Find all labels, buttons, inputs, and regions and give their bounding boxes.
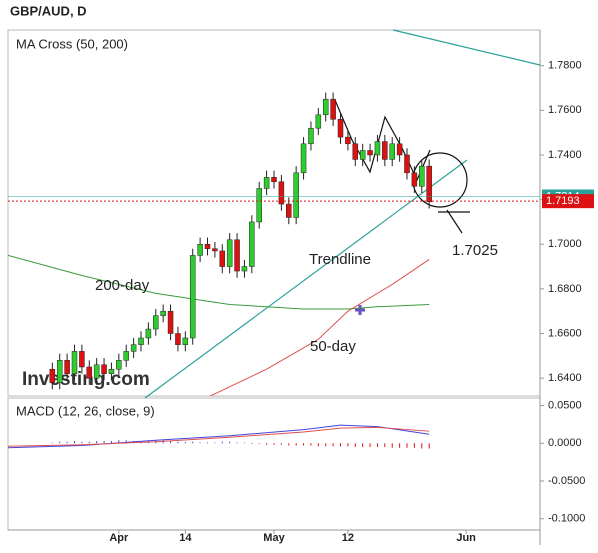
candle-body xyxy=(249,221,255,267)
y-tick-label: 1.6600 xyxy=(548,327,582,339)
series-label: 200-day xyxy=(95,277,150,294)
y-tick-label: -0.0500 xyxy=(548,475,585,487)
candle-body xyxy=(367,150,373,156)
price-label: 1.7193 xyxy=(546,195,580,207)
candle-body xyxy=(315,114,322,129)
candle-body xyxy=(426,165,432,203)
plot xyxy=(8,92,432,396)
y-tick-label: 1.7400 xyxy=(548,149,582,161)
candle-body xyxy=(160,310,166,316)
series-label: 50-day xyxy=(310,338,356,355)
candle-body xyxy=(145,328,152,339)
candle-body xyxy=(396,143,403,156)
candle-body xyxy=(182,337,189,345)
candle-body xyxy=(204,243,211,249)
candle-body xyxy=(212,248,218,252)
candle-body xyxy=(263,177,270,189)
y-tick-label: 1.7000 xyxy=(548,238,582,250)
x-tick-label: 14 xyxy=(179,532,192,544)
candle-body xyxy=(322,98,329,116)
x-tick-label: 12 xyxy=(342,532,354,544)
candle-body xyxy=(226,239,233,267)
candle-body xyxy=(286,203,292,218)
candle-body xyxy=(271,177,277,183)
trendline xyxy=(144,159,468,399)
ma-line xyxy=(8,254,430,310)
candle-body xyxy=(234,239,240,272)
candle-body xyxy=(419,165,425,187)
main-pane xyxy=(7,29,541,397)
candle-body xyxy=(197,243,203,256)
candle-body xyxy=(130,344,137,352)
candle-body xyxy=(108,368,115,374)
candle-body xyxy=(49,368,56,383)
y-tick-label: 0.0500 xyxy=(548,399,582,411)
ma-line xyxy=(209,259,430,396)
trendline xyxy=(392,29,541,66)
candle-body xyxy=(189,255,196,339)
pane-title: MACD (12, 26, close, 9) xyxy=(16,403,155,418)
candle-body xyxy=(138,337,144,345)
y-tick-label: 1.6400 xyxy=(548,372,582,384)
pane-title: MA Cross (50, 200) xyxy=(16,36,128,51)
cross-marker xyxy=(355,305,365,315)
candle-body xyxy=(411,172,418,187)
price-box xyxy=(542,194,594,209)
candle-body xyxy=(56,360,63,383)
candle-body xyxy=(337,119,344,138)
candle-body xyxy=(116,360,122,370)
candle-body xyxy=(256,188,262,223)
candle-body xyxy=(359,150,366,160)
candle-body xyxy=(308,127,314,145)
chart-title: GBP/AUD, D xyxy=(10,3,87,18)
ma-line xyxy=(7,424,430,449)
candle-body xyxy=(389,143,395,160)
candle-body xyxy=(167,310,174,334)
candle-body xyxy=(293,172,299,218)
y-tick-label: 1.7600 xyxy=(548,104,582,116)
candle-body xyxy=(71,351,78,374)
candle-body xyxy=(345,136,351,145)
candle-body xyxy=(93,364,100,379)
candle-body xyxy=(352,143,359,160)
candle-body xyxy=(330,98,336,120)
annotation: Trendline xyxy=(309,251,371,268)
y-tick-label: 1.7800 xyxy=(548,60,582,72)
candle-body xyxy=(404,154,410,174)
candle-body xyxy=(241,266,248,272)
y-tick-label: 0.0000 xyxy=(548,437,582,449)
candle-body xyxy=(123,351,129,361)
candle-body xyxy=(382,141,388,160)
x-tick-label: Apr xyxy=(109,532,129,544)
candle-body xyxy=(175,333,181,345)
x-tick-label: Jun xyxy=(456,532,476,544)
candle-body xyxy=(300,143,307,174)
ma-line xyxy=(7,426,430,447)
logo: Investing.com xyxy=(22,369,150,390)
y-tick-label: 1.6800 xyxy=(548,283,582,295)
candle-body xyxy=(278,181,285,205)
candle-body xyxy=(101,364,107,374)
annotation: 1.7025 xyxy=(452,242,498,259)
x-tick-label: May xyxy=(263,532,285,544)
candle-body xyxy=(153,315,159,330)
candle-body xyxy=(79,351,85,368)
y-tick-label: -0.1000 xyxy=(548,513,585,525)
candle-body xyxy=(374,141,381,156)
pointer xyxy=(446,209,463,234)
candle-body xyxy=(219,250,226,267)
candle-body xyxy=(64,360,70,374)
candle-body xyxy=(86,366,93,379)
